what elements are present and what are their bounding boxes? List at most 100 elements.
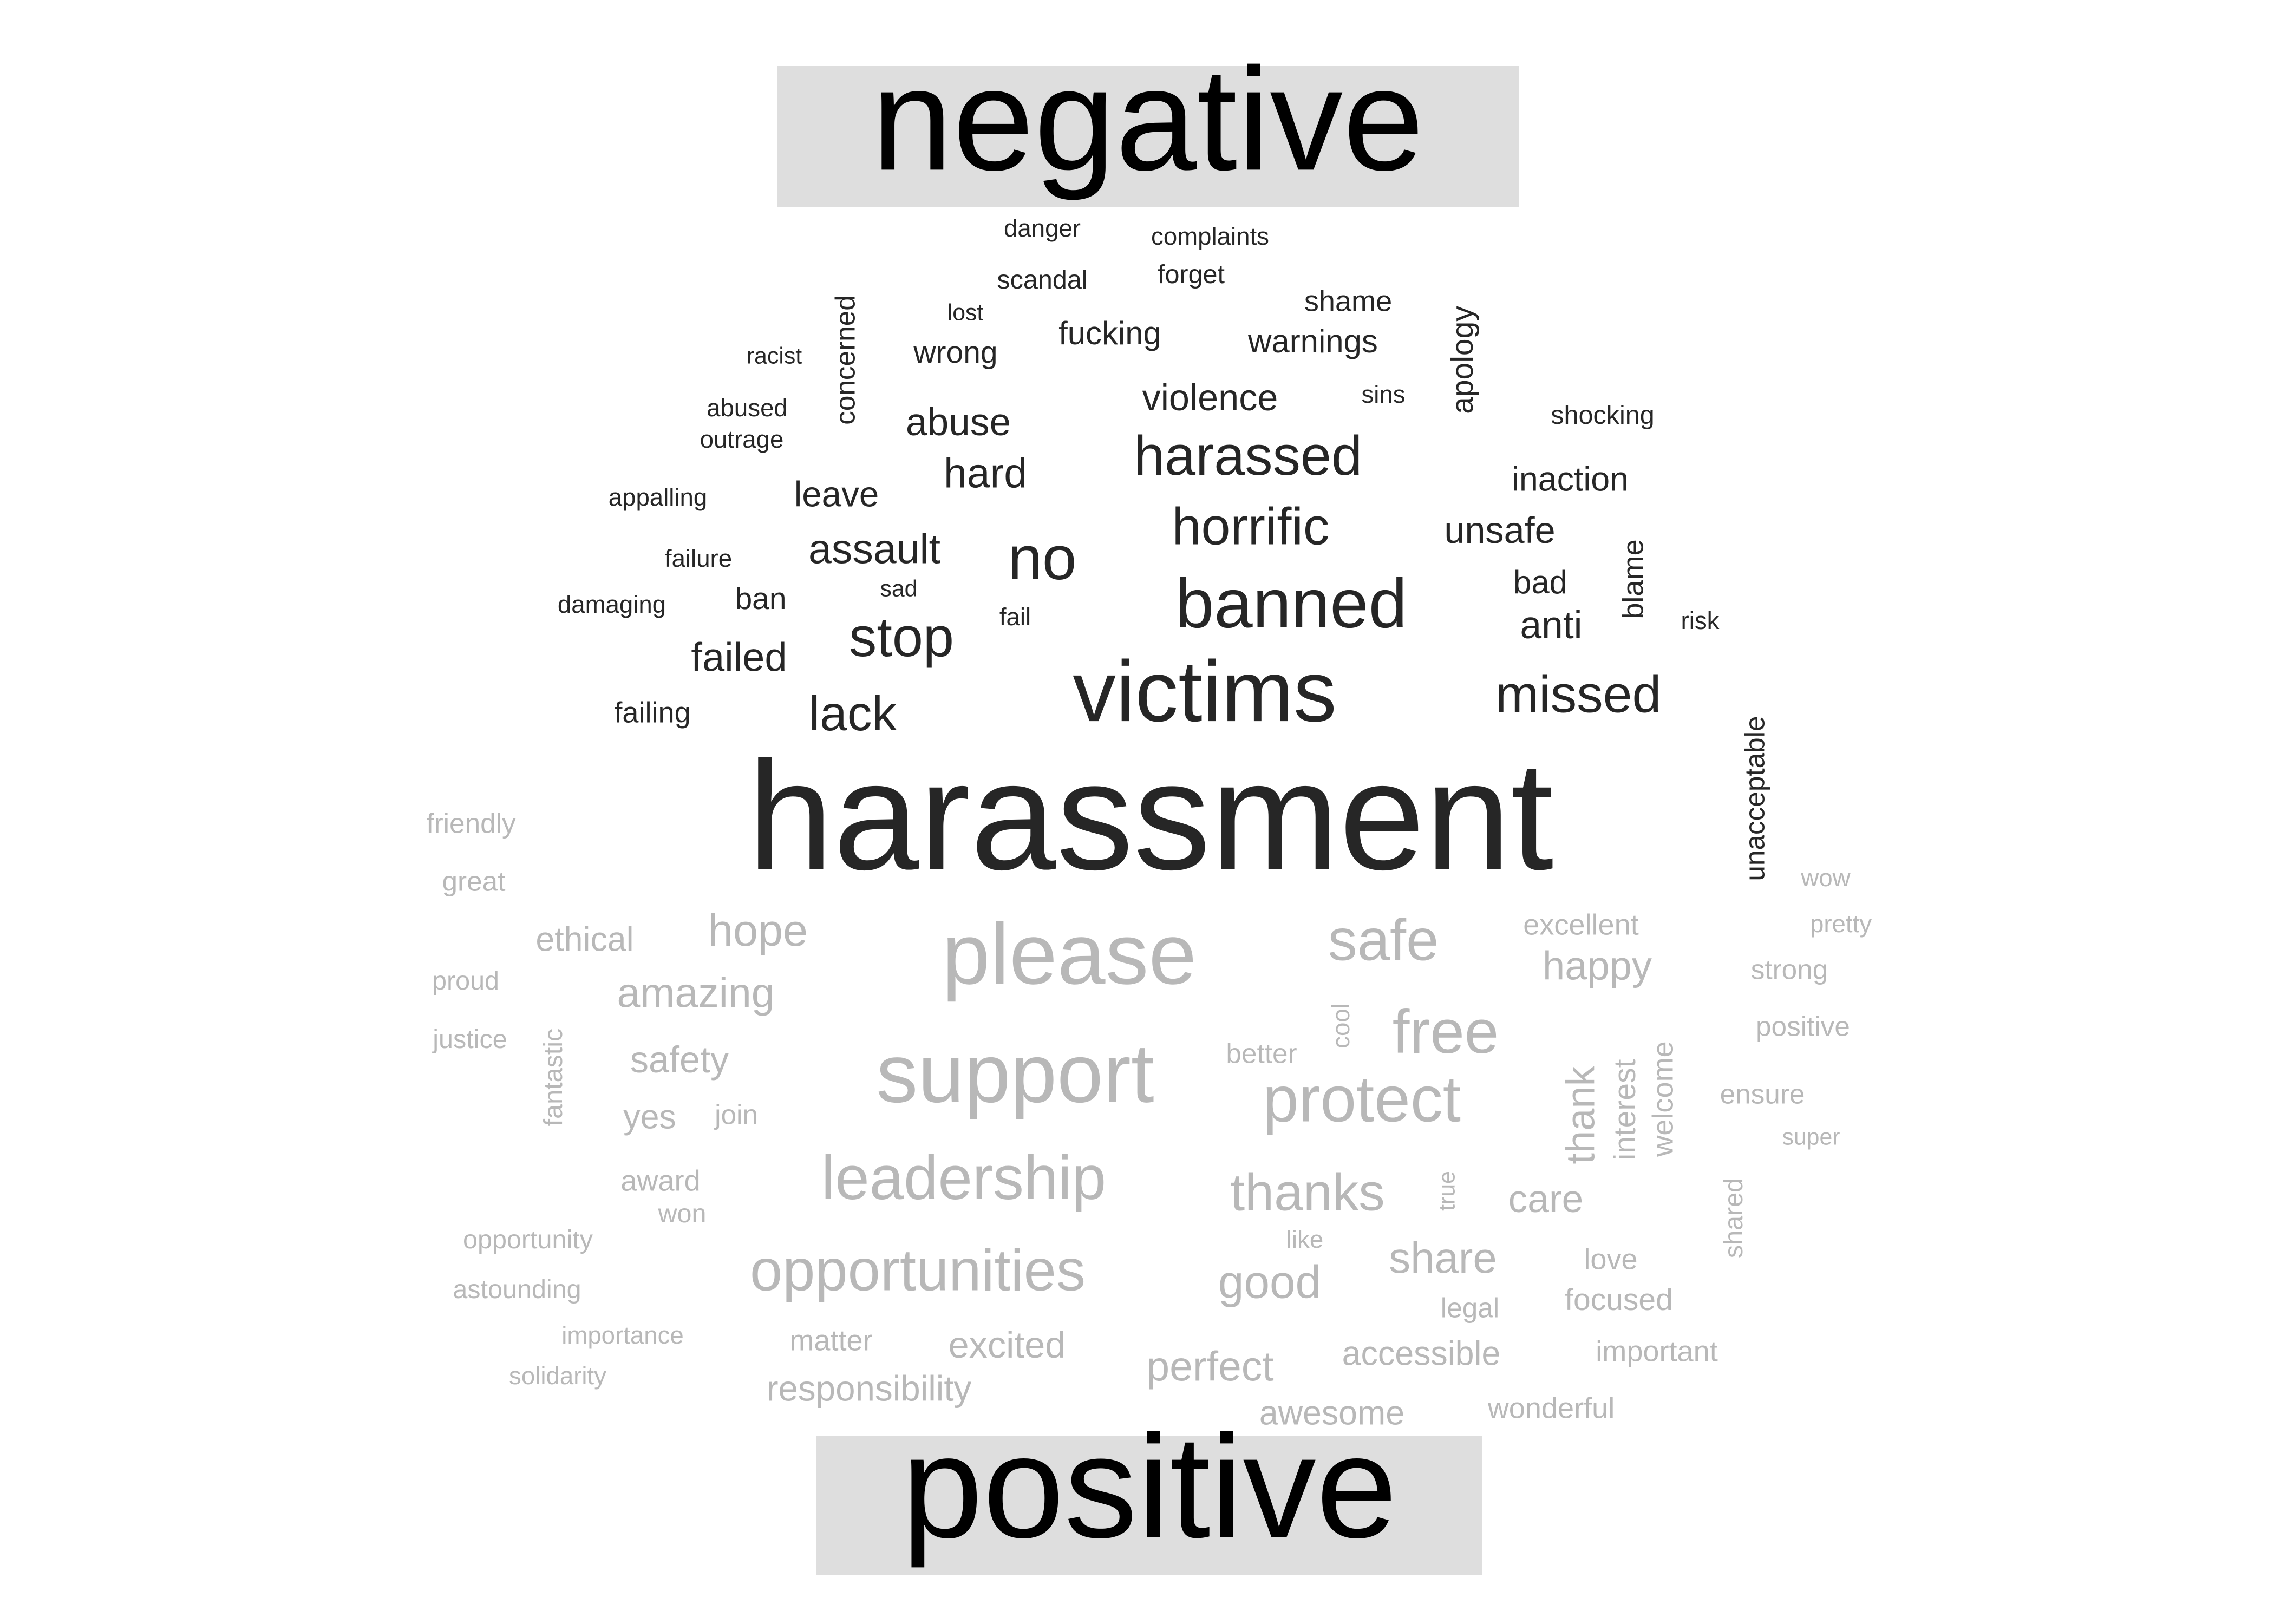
word-super: super bbox=[1782, 1124, 1840, 1150]
word-support: support bbox=[876, 1027, 1154, 1120]
word-protect: protect bbox=[1263, 1064, 1461, 1136]
word-importance: importance bbox=[561, 1321, 684, 1349]
word-fantastic: fantastic bbox=[539, 1029, 568, 1127]
word-interest: interest bbox=[1608, 1059, 1642, 1160]
word-harassment: harassment bbox=[747, 730, 1554, 902]
word-appalling: appalling bbox=[609, 483, 708, 511]
word-amazing: amazing bbox=[617, 970, 774, 1016]
word-focused: focused bbox=[1565, 1282, 1673, 1317]
word-hope: hope bbox=[708, 905, 808, 955]
word-violence: violence bbox=[1142, 377, 1278, 418]
word-awesome: awesome bbox=[1259, 1394, 1404, 1432]
word-scandal: scandal bbox=[997, 265, 1087, 294]
word-welcome: welcome bbox=[1646, 1041, 1679, 1157]
word-ensure: ensure bbox=[1720, 1079, 1805, 1110]
word-legal: legal bbox=[1441, 1293, 1499, 1324]
word-good: good bbox=[1218, 1257, 1321, 1308]
word-forget: forget bbox=[1158, 260, 1225, 289]
word-sins: sins bbox=[1361, 381, 1405, 408]
word-fucking: fucking bbox=[1058, 315, 1161, 351]
word-hard: hard bbox=[944, 450, 1027, 496]
word-ban: ban bbox=[735, 581, 786, 616]
word-responsibility: responsibility bbox=[767, 1368, 972, 1408]
word-true: true bbox=[1434, 1171, 1460, 1211]
word-solidarity: solidarity bbox=[509, 1362, 606, 1390]
word-astounding: astounding bbox=[453, 1275, 581, 1304]
word-stop: stop bbox=[849, 606, 954, 668]
word-racist: racist bbox=[747, 343, 802, 369]
word-care: care bbox=[1508, 1177, 1584, 1221]
word-cool: cool bbox=[1327, 1003, 1355, 1049]
word-safe: safe bbox=[1328, 907, 1439, 973]
word-horrific: horrific bbox=[1172, 497, 1330, 556]
word-outrage: outrage bbox=[700, 425, 784, 453]
word-thanks: thanks bbox=[1230, 1163, 1384, 1222]
negative-label: negative bbox=[777, 38, 1519, 207]
word-warnings: warnings bbox=[1247, 323, 1378, 359]
word-positive: positive bbox=[1756, 1011, 1850, 1042]
word-happy: happy bbox=[1543, 944, 1652, 988]
word-ethical: ethical bbox=[535, 921, 633, 959]
word-shame: shame bbox=[1304, 285, 1392, 317]
word-inaction: inaction bbox=[1512, 461, 1629, 499]
word-fail: fail bbox=[999, 603, 1031, 631]
word-justice: justice bbox=[432, 1025, 507, 1054]
word-complaints: complaints bbox=[1151, 222, 1269, 250]
word-blame: blame bbox=[1617, 539, 1649, 619]
word-unacceptable: unacceptable bbox=[1740, 716, 1770, 881]
word-harassed: harassed bbox=[1134, 424, 1362, 487]
word-love: love bbox=[1584, 1243, 1637, 1275]
word-award: award bbox=[620, 1164, 700, 1197]
word-pretty: pretty bbox=[1810, 910, 1872, 938]
word-great: great bbox=[442, 866, 506, 897]
word-leadership: leadership bbox=[821, 1144, 1106, 1213]
word-wow: wow bbox=[1800, 864, 1851, 892]
word-unsafe: unsafe bbox=[1444, 510, 1555, 551]
word-strong: strong bbox=[1751, 954, 1828, 985]
word-share: share bbox=[1389, 1234, 1497, 1282]
word-proud: proud bbox=[432, 966, 499, 996]
word-like: like bbox=[1286, 1226, 1323, 1253]
word-excellent: excellent bbox=[1523, 908, 1639, 941]
word-missed: missed bbox=[1495, 665, 1662, 724]
word-apology: apology bbox=[1445, 306, 1480, 414]
word-accessible: accessible bbox=[1342, 1335, 1501, 1373]
word-yes: yes bbox=[623, 1098, 676, 1136]
word-failing: failing bbox=[614, 696, 690, 729]
word-failed: failed bbox=[691, 635, 787, 680]
word-important: important bbox=[1596, 1335, 1718, 1367]
word-leave: leave bbox=[794, 474, 879, 514]
word-banned: banned bbox=[1175, 565, 1407, 643]
word-safety: safety bbox=[630, 1039, 729, 1081]
word-damaging: damaging bbox=[558, 591, 666, 618]
word-perfect: perfect bbox=[1146, 1343, 1273, 1390]
word-victims: victims bbox=[1073, 643, 1337, 739]
word-danger: danger bbox=[1004, 214, 1081, 242]
word-lost: lost bbox=[948, 299, 984, 325]
word-abused: abused bbox=[707, 394, 788, 422]
word-bad: bad bbox=[1513, 564, 1567, 600]
word-shocking: shocking bbox=[1551, 401, 1654, 430]
word-excited: excited bbox=[949, 1325, 1066, 1366]
word-thank: thank bbox=[1558, 1065, 1603, 1164]
word-please: please bbox=[942, 906, 1197, 1002]
word-free: free bbox=[1393, 998, 1499, 1066]
word-concerned: concerned bbox=[830, 295, 861, 425]
word-sad: sad bbox=[880, 575, 917, 601]
word-anti: anti bbox=[1520, 604, 1583, 647]
word-friendly: friendly bbox=[426, 808, 516, 839]
word-matter: matter bbox=[789, 1324, 872, 1357]
word-no: no bbox=[1008, 524, 1077, 593]
negative-label-text: negative bbox=[872, 38, 1424, 201]
word-risk: risk bbox=[1681, 607, 1720, 634]
word-layer: danger complaints scandal forget concerned lo… bbox=[426, 214, 1872, 1432]
word-opportunities: opportunities bbox=[750, 1237, 1086, 1303]
word-won: won bbox=[658, 1199, 707, 1228]
word-assault: assault bbox=[808, 526, 940, 572]
word-failure: failure bbox=[665, 545, 732, 572]
word-wonderful: wonderful bbox=[1487, 1392, 1615, 1424]
word-opportunity: opportunity bbox=[463, 1225, 593, 1254]
word-wrong: wrong bbox=[913, 335, 997, 370]
word-abuse: abuse bbox=[906, 401, 1011, 444]
